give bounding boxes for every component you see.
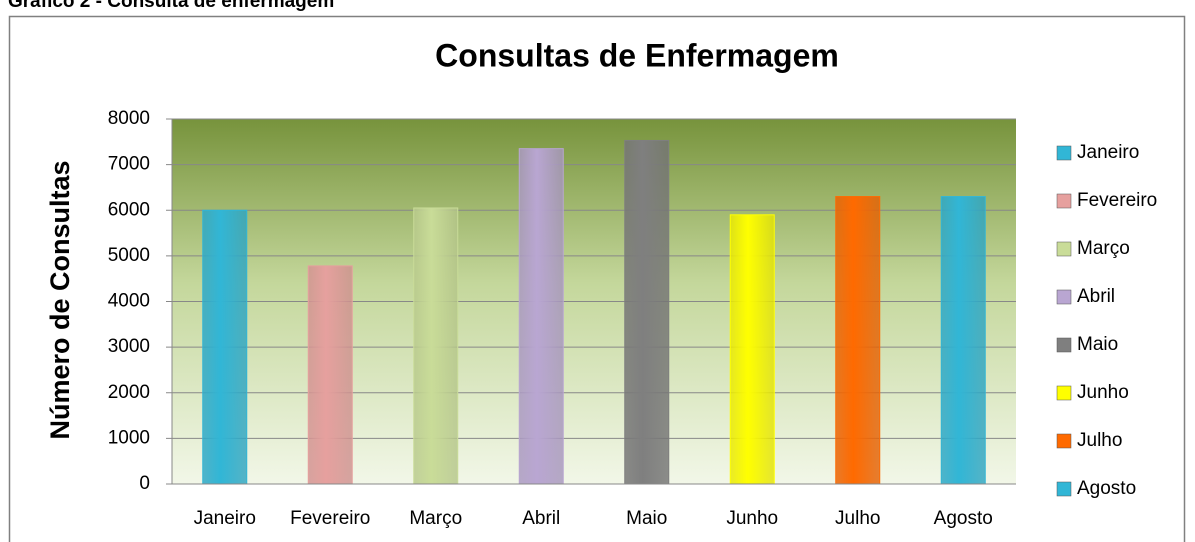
bar	[940, 196, 986, 485]
bar	[202, 209, 248, 485]
legend-swatch	[1056, 145, 1072, 161]
bar	[413, 207, 459, 485]
legend-label: Julho	[1077, 430, 1122, 451]
bar	[835, 196, 881, 485]
bar	[307, 265, 353, 485]
legend-swatch	[1056, 433, 1072, 449]
legend-label: Abril	[1077, 286, 1115, 307]
legend-label: Agosto	[1077, 478, 1136, 499]
legend-swatch	[1056, 241, 1072, 257]
legend-label: Março	[1077, 238, 1130, 259]
legend-swatch	[1056, 193, 1072, 209]
x-tick-label: Abril	[522, 508, 560, 529]
y-tick-label: 7000	[108, 154, 150, 175]
y-tick-label: 1000	[108, 427, 150, 448]
x-tick-label: Fevereiro	[290, 508, 370, 529]
x-tick-label: Março	[409, 508, 462, 529]
y-tick-label: 3000	[108, 336, 150, 357]
y-tick-label: 0	[139, 473, 150, 494]
y-tick-label: 2000	[108, 382, 150, 403]
legend-label: Junho	[1077, 382, 1129, 403]
y-tick-label: 5000	[108, 245, 150, 266]
y-tick-label: 4000	[108, 291, 150, 312]
bar	[624, 139, 670, 485]
y-tick-label: 6000	[108, 199, 150, 220]
legend-label: Maio	[1077, 334, 1118, 355]
x-tick-label: Agosto	[934, 508, 993, 529]
legend-swatch	[1056, 385, 1072, 401]
caption: Gráfico 2 - Consulta de enfermagem	[8, 0, 334, 12]
legend-label: Janeiro	[1077, 142, 1139, 163]
legend-swatch	[1056, 289, 1072, 305]
bar	[518, 148, 564, 485]
x-tick-label: Janeiro	[194, 508, 256, 529]
legend-swatch	[1056, 337, 1072, 353]
y-tick-label: 8000	[108, 108, 150, 129]
x-tick-label: Julho	[835, 508, 880, 529]
bar	[729, 214, 775, 485]
x-tick-label: Junho	[726, 508, 778, 529]
y-axis-title: Número de Consultas	[45, 160, 75, 439]
chart-title: Consultas de Enfermagem	[435, 37, 839, 73]
legend-label: Fevereiro	[1077, 190, 1157, 211]
x-tick-label: Maio	[626, 508, 667, 529]
legend-swatch	[1056, 481, 1072, 497]
